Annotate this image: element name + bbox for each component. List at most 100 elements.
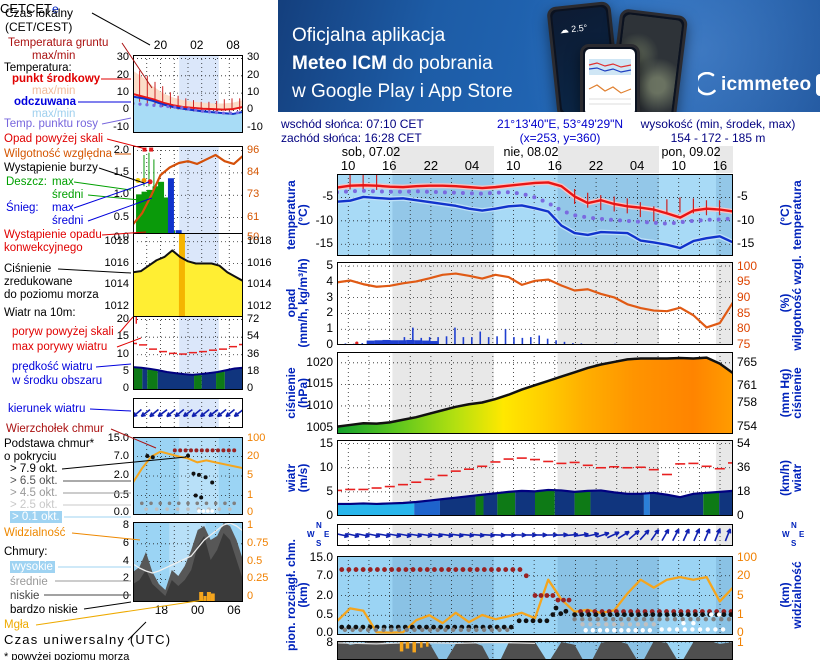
legend-label: Temp. punktu rosy (4, 118, 98, 130)
tick-label-wiatr-r: 36 (737, 459, 751, 474)
tick-label-mini-temperatura-l: 0 (122, 103, 129, 116)
legend-label: Wystąpienie opadu (4, 229, 102, 241)
tick-label-opad-wilgotnosc-r: 100 (737, 258, 758, 273)
tick-label-mini-temperatura-r: 20 (247, 68, 260, 81)
legend-label: max/min (32, 108, 76, 120)
legend-label: o pokryciu (4, 451, 57, 463)
sun-times: wschód słońca: 07:10 CET zachód słońca: … (281, 117, 424, 145)
legend-label: niskie (10, 590, 40, 602)
legend-label: Śnieg: (6, 202, 39, 214)
tick-label-opad-wilgotnosc-r: 80 (737, 321, 751, 336)
legend-label: > 6.5 okt. (10, 475, 58, 487)
tick-label-mini-wiatr-r: 0 (247, 381, 254, 394)
legend-label: bardzo niskie (10, 604, 78, 616)
tick-label-mini-zachmurzenie-b: 18 (154, 603, 169, 617)
hour-label: 16 (712, 158, 728, 173)
tick-label-chmury-widzialnosc-r: 100 (737, 550, 758, 565)
hour-label: 16 (382, 158, 397, 173)
tick-label-opad-wilgotnosc-l: 0 (326, 337, 333, 351)
banner-line-2: Meteo ICM do pobrania (292, 53, 493, 74)
tick-label-mini-cisnienie-l: 1016 (104, 256, 129, 269)
panel-wiatr (337, 440, 733, 516)
legend-label: średnie (10, 576, 48, 588)
tick-label-mini-temperatura-r: 10 (247, 86, 260, 99)
banner-line-3: w Google Play i App Store (292, 81, 513, 102)
tick-label-cisnienie-r: 758 (737, 395, 758, 410)
date-label: sob, 07.02 (341, 145, 401, 159)
tick-label-mini-temperatura-r: 30 (247, 51, 260, 64)
legend-label: kierunek wiatru (8, 403, 86, 415)
legend-label: max (52, 202, 74, 214)
compass-n: N (316, 521, 322, 530)
tick-label-mini-chmury-l: 7.0 (113, 449, 129, 462)
geo-coords: 21°13'40"E, 53°49'29"N (496, 117, 624, 131)
phone-meteogram-chart (588, 59, 632, 105)
date-label: pon, 09.02 (661, 145, 721, 159)
tick-label-mini-cisnienie-r: 1014 (247, 278, 272, 291)
tick-label-wiatr-r: 0 (737, 508, 744, 522)
meteo-icm-badge: M° (816, 74, 820, 96)
tick-label-mini-wiatr-l: 5 (122, 365, 129, 378)
tick-label-mini-cisnienie-l: 1018 (104, 234, 129, 247)
banner-text: Oficjalna aplikacja Meteo ICM do pobrani… (292, 22, 513, 106)
hour-label: 22 (588, 158, 604, 173)
tick-label-chmury-widzialnosc-l: 2.0 (316, 587, 333, 602)
tick-label-opad-wilgotnosc-r: 95 (737, 274, 751, 289)
tick-label-mini-opad-r: 96 (247, 143, 260, 156)
tick-label-chmury-widzialnosc-r: 5 (737, 587, 744, 602)
legend-label: Temperatura gruntu (8, 37, 109, 49)
icmmeteo-swoosh-icon (698, 72, 716, 96)
tick-label-mini-temperatura-l: 10 (116, 86, 129, 99)
tick-label-chmury-widzialnosc-l: 0.5 (316, 607, 333, 622)
tick-label-mini-wiatr-r: 36 (247, 347, 260, 360)
legend-label: max (52, 176, 74, 188)
tick-label-mini-chmury-l: 2.0 (113, 469, 129, 481)
tick-label-mini-wiatr-r: 72 (247, 312, 260, 325)
tick-label-temperatura-l: -10 (315, 212, 333, 227)
tick-label-wiatr-l: 0 (326, 508, 333, 522)
legend-label: Wilgotność względna (4, 148, 113, 160)
legend-label: zredukowane (4, 276, 73, 288)
tick-label-mini-zachmurzenie-b: 00 (191, 603, 205, 617)
legend-label: Czas uniwersalny (UTC) (4, 632, 172, 647)
tick-label-wiatr-r: 18 (737, 483, 751, 498)
altitude-label: wysokość (min, środek, max) (640, 117, 796, 131)
icmmeteo-logo: icmmeteo M° (698, 72, 820, 98)
tick-label-mini-chmury-r: 5 (247, 469, 254, 481)
app-banner[interactable]: Oficjalna aplikacja Meteo ICM do pobrani… (278, 0, 820, 112)
legend-label: Czas lokalny (5, 6, 74, 20)
tick-label-temperatura-r: -10 (737, 212, 755, 227)
panel-zachmurzenie-partial (337, 641, 733, 660)
tick-label-mini-zachmurzenie-l: 8 (122, 519, 129, 531)
tick-label-mini-wiatr-r: 18 (247, 365, 260, 378)
tick-label-mini-wiatr-l: 10 (116, 347, 129, 360)
tick-label-opad-wilgotnosc-l: 5 (326, 257, 333, 272)
panel-chmury-widzialnosc (337, 556, 733, 635)
panel-mini-cisnienie (133, 233, 243, 318)
panel-mini-wiatr (133, 316, 243, 390)
legend-label: Temperatura: (4, 62, 72, 74)
hour-label: 10 (505, 158, 521, 173)
hour-label: 10 (340, 158, 356, 173)
legend-label: max porywy wiatru (12, 341, 108, 353)
legend-label: (CET/CEST) (5, 20, 73, 34)
day-night-strip (337, 146, 733, 173)
legend-label: > 4.5 okt. (10, 487, 58, 499)
tick-label-mini-chmury-r: 100 (247, 432, 266, 445)
tick-label-mini-temperatura-t: 02 (190, 38, 204, 52)
tick-label-mini-wiatr-l: 0 (122, 381, 129, 394)
legend-label: Podstawa chmur* (4, 438, 95, 450)
tick-label-temperatura-r: -15 (737, 236, 755, 251)
panel-mini-zachmurzenie (133, 522, 243, 602)
tick-label-mini-zachmurzenie-r: 0.75 (247, 536, 269, 549)
tick-label-temperatura-l: -15 (315, 236, 333, 251)
legend-label: > 7.9 okt. (10, 463, 58, 475)
legend-label: > 0.1 okt. (10, 511, 62, 523)
legend-label: wysokie (10, 561, 55, 573)
panel-mini-chmury (133, 437, 243, 515)
tick-label-mini-chmury-r: 1 (247, 488, 254, 501)
sunrise-time: wschód słońca: 07:10 CET (281, 117, 424, 131)
compass-e: E (324, 530, 330, 539)
altitude-values: 154 - 172 - 185 m (670, 131, 766, 145)
